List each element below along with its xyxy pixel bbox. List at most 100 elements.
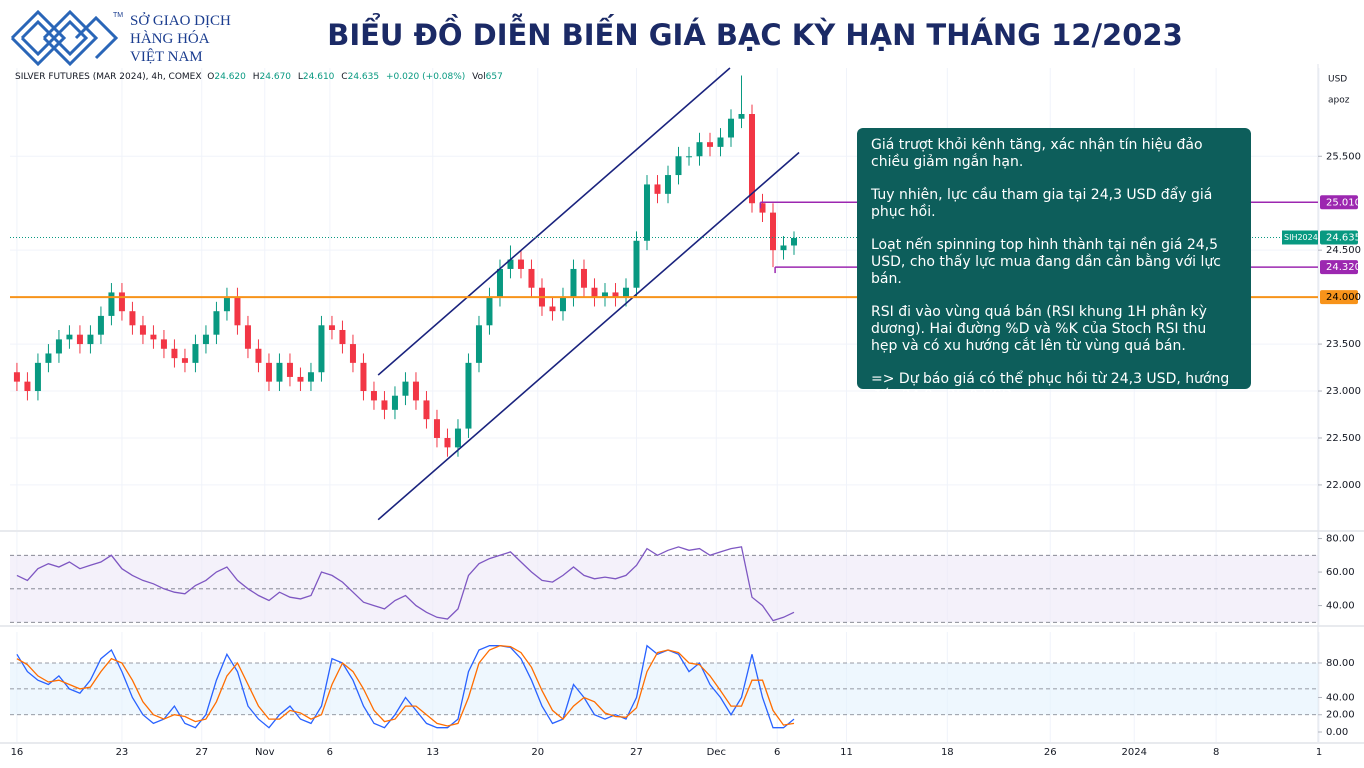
candle-body	[34, 362, 41, 392]
candle-body	[433, 419, 440, 438]
y-tick-label: 24.500	[1326, 245, 1361, 256]
candle-body	[507, 259, 514, 269]
candle-body	[423, 400, 430, 420]
candle-body	[391, 395, 398, 410]
annotation-box: Giá trượt khỏi kênh tăng, xác nhận tín h…	[857, 128, 1251, 404]
x-tick-label: 6	[774, 747, 780, 758]
candle-body	[559, 297, 566, 312]
x-tick-label: 1	[1316, 747, 1322, 758]
candle-body	[748, 114, 755, 204]
y-tick-label: 23.500	[1326, 339, 1361, 350]
x-tick-label: 18	[941, 747, 954, 758]
candle-body	[612, 292, 619, 298]
annotation-text: => Dự báo giá có thể phục hồi từ 24,3 US…	[871, 371, 1230, 404]
candle-body	[108, 292, 115, 316]
x-tick-label: 6	[327, 747, 333, 758]
x-tick-label: 16	[11, 747, 24, 758]
indicator-line	[16, 546, 795, 622]
ohlc-key: C	[341, 72, 348, 82]
candle-body	[192, 344, 199, 363]
candle-body	[150, 334, 157, 340]
candle-body	[759, 203, 766, 213]
price-tag	[1320, 260, 1358, 275]
candle-body	[370, 391, 377, 401]
candle-body	[87, 334, 94, 345]
symbol-tag	[1282, 230, 1318, 245]
volume: 657	[485, 72, 503, 82]
candle-body	[339, 329, 346, 345]
y-tick-label: 23.000	[1326, 386, 1361, 397]
candle-body	[255, 348, 262, 363]
candle-body	[570, 268, 577, 298]
logo-mark	[10, 9, 119, 67]
symbol-tag-label: SIH2024	[1284, 233, 1318, 242]
candle-body	[738, 114, 745, 119]
symbol-legend: SILVER FUTURES (MAR 2024), 4h, COMEX O24…	[15, 72, 507, 82]
logo-line: HÀNG HÓA	[130, 31, 210, 47]
price-tag-label: 24.000	[1326, 292, 1361, 303]
trend-channel	[377, 67, 731, 376]
ohlc-value: 24.670	[259, 72, 292, 82]
candle-body	[517, 259, 524, 269]
y-tick-label: 40.00	[1326, 601, 1355, 612]
candle-body	[528, 268, 535, 288]
ohlc-key: H	[252, 72, 260, 82]
logo-tm: TM	[113, 12, 124, 19]
candle-body	[139, 325, 146, 335]
price-tag-label: 25.010	[1326, 197, 1361, 208]
candle-body	[633, 240, 640, 288]
volume-key: Vol	[472, 72, 486, 82]
logo-line: VIỆT NAM	[130, 49, 203, 65]
y-tick-label: 25.500	[1326, 151, 1361, 162]
candle-body	[643, 184, 650, 241]
x-tick-label: 13	[426, 747, 439, 758]
annotation-text: RSI đi vào vùng quá bán (RSI khung 1H ph…	[871, 304, 1207, 354]
y-tick-label: 80.00	[1326, 658, 1355, 669]
x-tick-label: Nov	[255, 747, 275, 758]
x-tick-label: 27	[630, 747, 643, 758]
logo-line: SỞ GIAO DỊCH	[130, 13, 231, 29]
candle-body	[486, 297, 493, 326]
x-tick-label: 20	[531, 747, 544, 758]
y-tick-label: 60.00	[1326, 567, 1355, 578]
candle-body	[328, 325, 335, 330]
candle-body	[66, 334, 73, 340]
candle-body	[265, 362, 272, 382]
chart-title: BIỂU ĐỒ DIỄN BIẾN GIÁ BẠC KỲ HẠN THÁNG 1…	[327, 18, 1183, 52]
candle-body	[24, 381, 31, 392]
ohlc-value: 24.610	[302, 72, 335, 82]
candle-body	[381, 400, 388, 410]
change: +0.020 (+0.08%)	[385, 72, 466, 82]
y-tick-label: 80.00	[1326, 534, 1355, 545]
candle-body	[223, 297, 230, 312]
currency-label: USD	[1328, 75, 1347, 85]
y-tick-label: 22.500	[1326, 433, 1361, 444]
price-tag-label: 24.320	[1326, 262, 1361, 273]
x-tick-label: Dec	[707, 747, 726, 758]
candle-body	[160, 339, 167, 349]
candle-body	[654, 184, 661, 194]
candle-body	[118, 292, 125, 312]
candle-body	[549, 306, 556, 312]
candle-body	[465, 362, 472, 429]
candle-body	[780, 245, 787, 251]
ohlc-value: 24.620	[214, 72, 246, 82]
candle-body	[696, 142, 703, 157]
symbol: SILVER FUTURES (MAR 2024), 4h, COMEX	[15, 72, 202, 82]
indicator-line	[16, 645, 795, 727]
candle-body	[475, 325, 482, 363]
candle-body	[717, 137, 724, 147]
candle-body	[181, 358, 188, 363]
x-tick-label: 2024	[1122, 747, 1147, 758]
candle-body	[412, 381, 419, 401]
candle-body	[286, 362, 293, 377]
y-tick-label: 0.00	[1326, 727, 1348, 738]
x-tick-label: 26	[1044, 747, 1057, 758]
candle-body	[13, 372, 20, 382]
candle-body	[171, 348, 178, 359]
candle-body	[129, 311, 136, 326]
candle-body	[706, 142, 713, 147]
trend-channel	[377, 151, 800, 521]
candle-body	[591, 287, 598, 298]
